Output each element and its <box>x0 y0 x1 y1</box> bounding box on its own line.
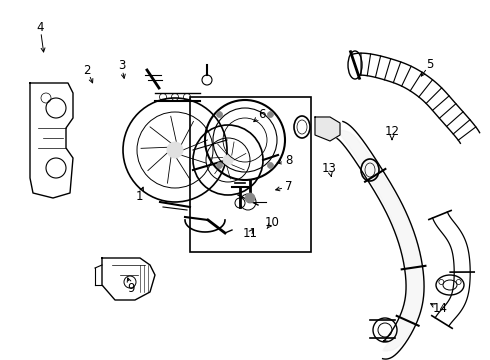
Text: 10: 10 <box>265 216 279 229</box>
Circle shape <box>167 142 183 158</box>
Text: 9: 9 <box>127 282 135 294</box>
Circle shape <box>245 193 255 203</box>
Text: 14: 14 <box>433 302 447 315</box>
Text: 13: 13 <box>322 162 337 175</box>
Text: 2: 2 <box>83 64 91 77</box>
Circle shape <box>217 162 222 168</box>
Text: 4: 4 <box>36 21 44 33</box>
Circle shape <box>217 112 222 118</box>
Text: 5: 5 <box>426 58 434 71</box>
Text: 11: 11 <box>243 227 257 240</box>
Text: 7: 7 <box>285 180 293 193</box>
Circle shape <box>268 112 273 118</box>
Bar <box>190 97 311 252</box>
Text: 6: 6 <box>258 108 266 121</box>
Text: 8: 8 <box>285 154 293 167</box>
Circle shape <box>223 155 233 165</box>
Text: 12: 12 <box>385 125 399 138</box>
Polygon shape <box>315 117 340 141</box>
Circle shape <box>268 162 273 168</box>
Text: 1: 1 <box>136 190 144 203</box>
Text: 3: 3 <box>118 59 125 72</box>
